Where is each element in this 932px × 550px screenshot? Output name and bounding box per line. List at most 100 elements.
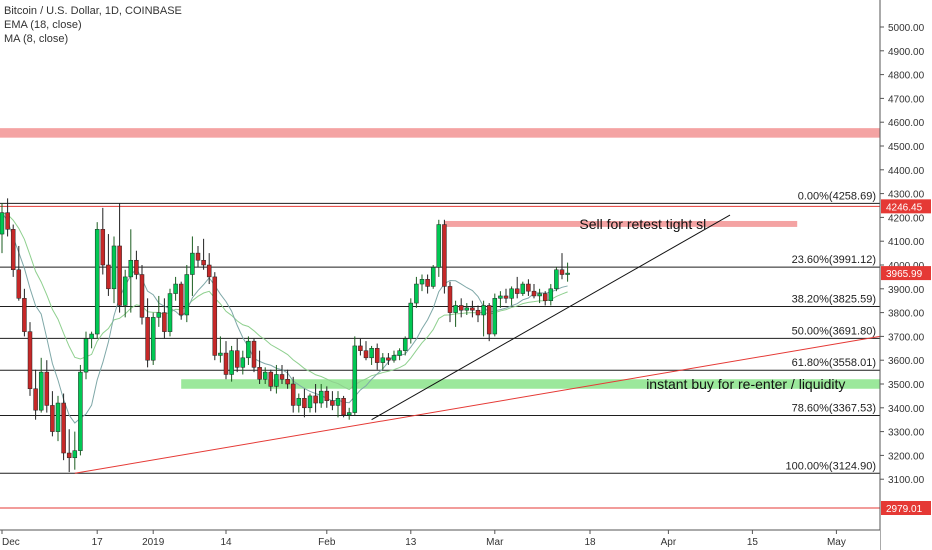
candle bbox=[178, 283, 184, 316]
zone-red-0 bbox=[0, 128, 880, 138]
candle bbox=[492, 298, 498, 335]
candle bbox=[145, 317, 150, 361]
candle bbox=[251, 340, 257, 368]
candle bbox=[386, 357, 391, 361]
price-badge bbox=[881, 266, 931, 281]
price-axis-label: 4200.00 bbox=[888, 213, 925, 224]
price-axis-label: 3800.00 bbox=[888, 309, 925, 320]
candle bbox=[548, 288, 554, 301]
candle bbox=[128, 259, 134, 278]
time-axis-label: May bbox=[827, 537, 846, 548]
candle bbox=[55, 402, 61, 432]
price-axis-label: 5000.00 bbox=[888, 23, 925, 34]
candle bbox=[184, 274, 190, 316]
price-badge-label: 4246.45 bbox=[886, 202, 923, 213]
candle bbox=[33, 388, 38, 411]
fib-level-label: 0.00%(4258.69) bbox=[798, 190, 876, 202]
price-badge-label: 3965.99 bbox=[886, 269, 923, 280]
candle bbox=[173, 283, 178, 294]
candle bbox=[453, 305, 458, 313]
candle bbox=[363, 350, 369, 359]
candle bbox=[481, 305, 486, 316]
price-axis-label: 3500.00 bbox=[888, 380, 925, 391]
candle bbox=[341, 398, 346, 416]
candle bbox=[509, 288, 514, 299]
candle bbox=[391, 355, 397, 361]
candle bbox=[430, 267, 436, 287]
candle bbox=[83, 338, 89, 373]
candle bbox=[374, 348, 380, 363]
candle bbox=[290, 383, 296, 406]
candle bbox=[61, 402, 66, 454]
candle bbox=[10, 229, 16, 271]
time-axis-label: 18 bbox=[584, 537, 596, 548]
candle bbox=[156, 312, 162, 318]
candle bbox=[89, 333, 94, 340]
candle bbox=[397, 350, 402, 356]
price-axis-label: 3600.00 bbox=[888, 356, 925, 367]
symbol-title: Bitcoin / U.S. Dollar, 1D, COINBASE bbox=[4, 5, 182, 17]
candle bbox=[38, 371, 44, 411]
candle bbox=[234, 350, 240, 368]
candle bbox=[229, 350, 234, 375]
candle bbox=[419, 279, 425, 285]
candle bbox=[27, 331, 33, 390]
price-badge bbox=[881, 199, 931, 214]
time-axis-label: Mar bbox=[486, 537, 504, 548]
fib-level-label: 38.20%(3825.59) bbox=[792, 294, 876, 306]
candle bbox=[167, 293, 173, 332]
zone-red-1 bbox=[444, 220, 798, 227]
candle bbox=[22, 298, 27, 332]
ema-indicator-label: EMA (18, close) bbox=[4, 19, 82, 31]
candle bbox=[302, 398, 307, 409]
candle bbox=[195, 252, 201, 261]
candle bbox=[134, 259, 139, 275]
candle bbox=[503, 295, 509, 299]
candle bbox=[352, 345, 358, 413]
candle bbox=[369, 348, 374, 359]
candle bbox=[122, 276, 128, 306]
fib-level-label: 100.00%(3124.90) bbox=[785, 460, 876, 472]
candle bbox=[470, 307, 475, 311]
candle bbox=[458, 305, 464, 311]
candle bbox=[554, 269, 559, 290]
price-axis-label: 3300.00 bbox=[888, 428, 925, 439]
candle bbox=[436, 224, 442, 268]
candle bbox=[257, 367, 262, 380]
candle bbox=[542, 293, 548, 301]
candle bbox=[212, 276, 218, 356]
price-axis-label: 3100.00 bbox=[888, 475, 925, 486]
zone-annotation: instant buy for re-enter / liquidity bbox=[646, 376, 845, 392]
candle bbox=[464, 307, 470, 311]
candle bbox=[279, 374, 285, 380]
candle bbox=[262, 371, 268, 380]
candle bbox=[94, 229, 100, 335]
candle bbox=[447, 286, 453, 313]
price-badge-label: 2979.01 bbox=[886, 504, 923, 515]
candle bbox=[190, 252, 195, 275]
candle bbox=[218, 352, 223, 356]
candle bbox=[346, 412, 352, 416]
time-axis-panel bbox=[0, 530, 880, 550]
candle bbox=[318, 390, 324, 404]
candle bbox=[414, 283, 419, 304]
trendline-red bbox=[74, 335, 881, 474]
chart-legend: Bitcoin / U.S. Dollar, 1D, COINBASE EMA … bbox=[4, 4, 182, 46]
candle bbox=[117, 245, 122, 306]
zone-annotation: Sell for retest tight sl bbox=[579, 216, 706, 232]
price-axis-label: 4300.00 bbox=[888, 190, 925, 201]
price-axis-label: 3400.00 bbox=[888, 404, 925, 415]
time-axis-label: 2019 bbox=[142, 537, 165, 548]
ma-indicator-label: MA (8, close) bbox=[4, 33, 69, 45]
candle bbox=[425, 279, 430, 287]
candle bbox=[313, 395, 318, 404]
candle bbox=[520, 283, 526, 294]
candle bbox=[475, 309, 481, 316]
price-axis-label: 4500.00 bbox=[888, 142, 925, 153]
candle bbox=[223, 352, 229, 375]
price-axis-label: 4700.00 bbox=[888, 94, 925, 105]
ma-line bbox=[1, 212, 568, 424]
candle bbox=[565, 272, 570, 275]
candle bbox=[531, 290, 537, 297]
